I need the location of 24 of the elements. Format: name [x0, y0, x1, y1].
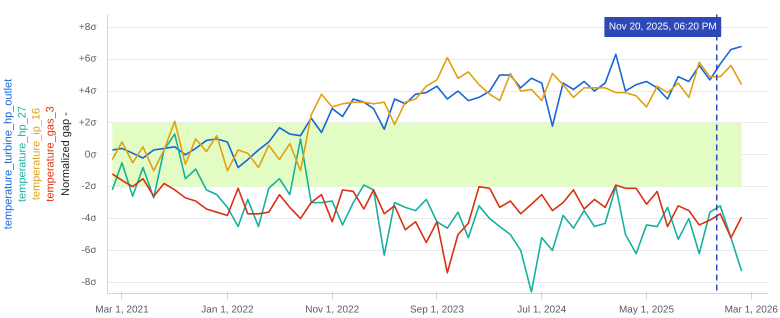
- line-series: [112, 173, 742, 274]
- y-tick-label: -4σ: [81, 213, 98, 224]
- x-tick-label: Mar 1, 2026: [724, 304, 778, 316]
- y-tick-label: 0σ: [84, 149, 98, 160]
- y-axis-title: Normalized gap -: [60, 112, 72, 196]
- text: temperature_hp_27: [16, 106, 28, 202]
- x-tick-label: Sep 1, 2023: [410, 304, 464, 316]
- text: temperature_ip_16: [30, 108, 42, 200]
- text: temperature_turbine_hp_outlet: [2, 78, 14, 230]
- x-tick-label: Jul 1, 2024: [517, 304, 567, 316]
- x-tick-label: Mar 1, 2021: [95, 304, 150, 316]
- x-tick-label: Jan 1, 2022: [201, 304, 254, 316]
- text: temperature_gas_3: [44, 106, 56, 202]
- y-tick-label: +8σ: [78, 22, 98, 33]
- y-tick-label: -6σ: [81, 244, 98, 256]
- y-tick-label: -2σ: [81, 181, 98, 192]
- y-tick-label: -8σ: [81, 276, 98, 288]
- ref-line-label: Nov 20, 2025, 06:20 PM: [608, 22, 717, 32]
- y-tick-label: +4σ: [78, 86, 98, 97]
- x-tick-label: Nov 1, 2022: [305, 304, 360, 316]
- x-tick-label: May 1, 2025: [618, 304, 674, 316]
- y-tick-label: +6σ: [78, 54, 98, 65]
- y-tick-label: +2σ: [78, 117, 98, 128]
- line-series: [112, 133, 742, 293]
